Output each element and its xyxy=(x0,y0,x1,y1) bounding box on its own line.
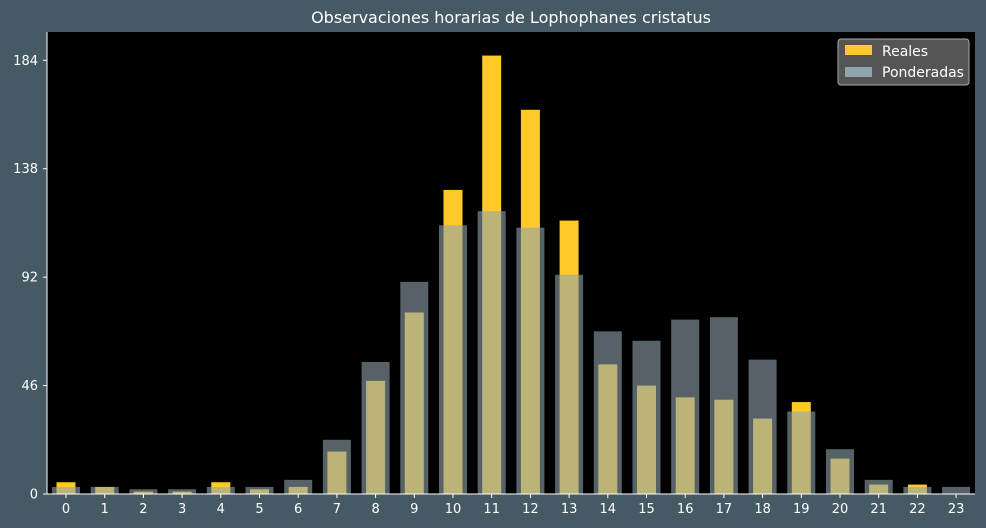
legend-label-ponderadas: Ponderadas xyxy=(882,65,964,81)
bar-ponderadas-10 xyxy=(439,225,467,495)
y-axis-ticks: 0 46 92 138 184 xyxy=(13,54,47,503)
x-tick-label: 19 xyxy=(793,502,810,517)
bars-ponderadas xyxy=(52,211,971,495)
x-tick-label: 13 xyxy=(561,502,578,517)
x-tick-label: 15 xyxy=(638,502,655,517)
bar-ponderadas-6 xyxy=(284,479,313,494)
x-tick-label: 8 xyxy=(371,502,379,517)
x-tick-label: 22 xyxy=(909,502,926,517)
x-tick-label: 16 xyxy=(677,502,694,517)
x-tick-label: 1 xyxy=(101,502,109,517)
x-tick-label: 6 xyxy=(294,502,302,517)
x-tick-label: 10 xyxy=(445,502,462,517)
x-tick-label: 9 xyxy=(410,502,418,517)
bar-ponderadas-2 xyxy=(129,489,158,494)
y-tick-label: 92 xyxy=(21,271,38,286)
bar-ponderadas-15 xyxy=(632,340,661,494)
x-tick-label: 20 xyxy=(832,502,849,517)
axes xyxy=(46,32,975,495)
legend-label-reales: Reales xyxy=(882,44,928,60)
x-tick-label: 7 xyxy=(333,502,341,517)
x-tick-label: 4 xyxy=(217,502,225,517)
x-tick-label: 18 xyxy=(754,502,771,517)
bar-ponderadas-20 xyxy=(826,449,854,494)
x-tick-label: 5 xyxy=(255,502,263,517)
bar-ponderadas-11 xyxy=(477,211,506,494)
x-tick-label: 12 xyxy=(522,502,539,517)
x-tick-label: 0 xyxy=(62,502,70,517)
x-tick-label: 3 xyxy=(178,502,186,517)
x-tick-label: 17 xyxy=(716,502,733,517)
bar-ponderadas-9 xyxy=(400,281,429,494)
x-tick-label: 23 xyxy=(948,502,965,517)
bar-ponderadas-8 xyxy=(361,362,390,494)
x-tick-label: 2 xyxy=(139,502,147,517)
x-axis-ticks: 0 1 2 3 4 5 6 7 8 9 10 11 12 13 14 15 16 17 18 19 20 21 22 23 xyxy=(62,494,965,517)
y-tick-label: 184 xyxy=(13,54,38,69)
bar-ponderadas-12 xyxy=(516,227,545,494)
x-tick-label: 11 xyxy=(483,502,500,517)
x-tick-label: 21 xyxy=(870,502,887,517)
bar-ponderadas-21 xyxy=(864,479,893,494)
y-tick-label: 0 xyxy=(30,488,38,503)
x-tick-label: 14 xyxy=(600,502,617,517)
bar-ponderadas-17 xyxy=(709,317,738,494)
bar-ponderadas-5 xyxy=(245,486,274,494)
bar-ponderadas-16 xyxy=(671,319,700,494)
chart-title: Observaciones horarias de Lophophanes cr… xyxy=(311,8,711,27)
bar-ponderadas-18 xyxy=(748,359,777,494)
bar-ponderadas-3 xyxy=(168,489,197,494)
bar-ponderadas-7 xyxy=(322,439,351,494)
bar-ponderadas-4 xyxy=(206,486,235,494)
bar-ponderadas-13 xyxy=(555,274,584,494)
bar-ponderadas-1 xyxy=(90,486,119,494)
y-tick-label: 138 xyxy=(13,162,38,177)
y-tick-label: 46 xyxy=(21,379,38,394)
bar-ponderadas-0 xyxy=(52,486,80,494)
plot-area xyxy=(47,32,975,494)
legend: Reales Ponderadas xyxy=(837,38,970,86)
bar-ponderadas-23 xyxy=(942,486,971,494)
bar-ponderadas-22 xyxy=(903,486,932,494)
legend-swatch-reales xyxy=(845,45,872,55)
bar-ponderadas-14 xyxy=(593,331,622,494)
legend-swatch-ponderadas xyxy=(845,67,872,77)
bar-ponderadas-19 xyxy=(787,411,816,494)
